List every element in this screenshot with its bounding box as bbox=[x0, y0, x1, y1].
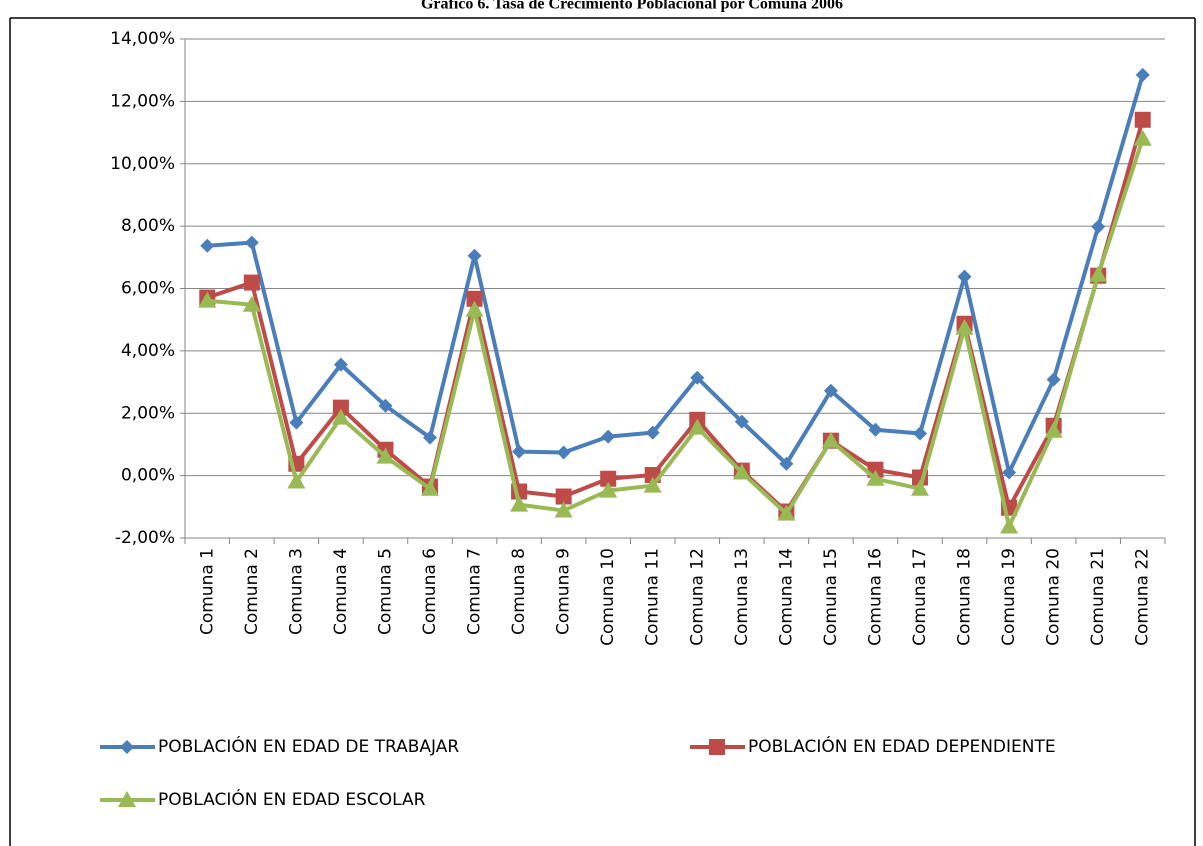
point bbox=[423, 430, 437, 445]
legend-marker bbox=[120, 740, 134, 754]
y-tick-label: 4,00% bbox=[121, 341, 175, 361]
x-tick-label: Comuna 10 bbox=[598, 548, 618, 646]
point bbox=[510, 495, 529, 512]
point bbox=[600, 470, 617, 487]
x-tick-label: Comuna 6 bbox=[420, 548, 440, 635]
legend-label: POBLACIÓN EN EDAD DEPENDIENTE bbox=[748, 735, 1056, 757]
point bbox=[556, 445, 571, 460]
point bbox=[554, 501, 573, 518]
legend-marker bbox=[709, 739, 725, 755]
x-tick-label: Comuna 5 bbox=[375, 548, 395, 635]
y-tick-label: 2,00% bbox=[121, 403, 175, 423]
point bbox=[244, 235, 259, 250]
y-tick-label: 10,00% bbox=[110, 154, 175, 174]
point bbox=[643, 476, 662, 493]
point bbox=[866, 469, 885, 486]
legend-label: POBLACIÓN EN EDAD ESCOLAR bbox=[158, 788, 426, 810]
point bbox=[1091, 219, 1106, 234]
point bbox=[242, 295, 261, 312]
point bbox=[200, 238, 215, 253]
y-tick-label: 0,00% bbox=[121, 466, 175, 486]
y-tick-label: 12,00% bbox=[110, 91, 175, 111]
x-tick-label: Comuna 20 bbox=[1044, 548, 1064, 646]
y-tick-label: 6,00% bbox=[121, 279, 175, 299]
x-tick-label: Comuna 14 bbox=[776, 548, 796, 646]
point bbox=[198, 291, 217, 308]
x-tick-label: Comuna 3 bbox=[286, 548, 306, 635]
point bbox=[957, 269, 972, 284]
x-tick-label: Comuna 2 bbox=[242, 548, 262, 635]
point bbox=[332, 399, 349, 416]
point bbox=[734, 414, 749, 429]
point bbox=[732, 463, 751, 480]
point bbox=[331, 408, 350, 425]
x-tick-label: Comuna 7 bbox=[465, 548, 485, 635]
point bbox=[466, 290, 483, 307]
x-tick-label: Comuna 1 bbox=[197, 548, 217, 635]
point bbox=[378, 398, 393, 413]
point bbox=[555, 488, 572, 505]
point bbox=[1046, 372, 1061, 387]
series-line bbox=[207, 74, 1145, 475]
legend-label: POBLACIÓN EN EDAD DE TRABAJAR bbox=[158, 735, 459, 757]
point bbox=[955, 318, 974, 335]
y-tick-label: -2,00% bbox=[115, 528, 175, 548]
point bbox=[376, 447, 395, 464]
x-tick-label: Comuna 21 bbox=[1088, 548, 1108, 646]
x-tick-label: Comuna 12 bbox=[687, 548, 707, 646]
x-tick-label: Comuna 19 bbox=[999, 548, 1019, 646]
point bbox=[1134, 111, 1151, 128]
point bbox=[287, 472, 306, 489]
point bbox=[868, 422, 883, 437]
point bbox=[779, 456, 794, 471]
point bbox=[601, 429, 616, 444]
point bbox=[421, 479, 439, 496]
point bbox=[1000, 517, 1019, 534]
point bbox=[1044, 421, 1063, 438]
point bbox=[512, 444, 527, 459]
point bbox=[645, 425, 660, 440]
point bbox=[688, 418, 707, 435]
x-tick-label: Comuna 8 bbox=[509, 548, 529, 635]
point bbox=[465, 300, 484, 317]
point bbox=[911, 479, 929, 496]
x-tick-label: Comuna 16 bbox=[865, 548, 885, 646]
point bbox=[913, 426, 927, 441]
point bbox=[1133, 129, 1152, 146]
x-tick-label: Comuna 11 bbox=[643, 548, 663, 646]
point bbox=[823, 383, 838, 398]
y-tick-label: 8,00% bbox=[121, 216, 175, 236]
x-tick-label: Comuna 17 bbox=[910, 548, 930, 646]
point bbox=[821, 431, 840, 448]
chart-title: Gráfico 6. Tasa de Crecimiento Poblacion… bbox=[421, 0, 843, 13]
point bbox=[333, 357, 348, 372]
point bbox=[777, 504, 796, 521]
y-tick-label: 14,00% bbox=[110, 29, 175, 49]
point bbox=[289, 415, 304, 430]
x-tick-label: Comuna 4 bbox=[331, 548, 351, 635]
x-tick-label: Comuna 22 bbox=[1133, 548, 1153, 646]
x-tick-label: Comuna 9 bbox=[554, 548, 574, 635]
x-tick-label: Comuna 13 bbox=[732, 548, 752, 646]
x-tick-label: Comuna 15 bbox=[821, 548, 841, 646]
point bbox=[599, 481, 618, 498]
point bbox=[467, 248, 482, 263]
x-tick-label: Comuna 18 bbox=[955, 548, 975, 646]
point bbox=[1135, 67, 1150, 82]
legend-marker bbox=[118, 791, 136, 807]
point bbox=[690, 370, 705, 385]
point bbox=[1002, 465, 1017, 480]
series-line bbox=[207, 138, 1145, 529]
point bbox=[1089, 265, 1108, 282]
point bbox=[243, 274, 260, 291]
series-line bbox=[206, 119, 1145, 514]
